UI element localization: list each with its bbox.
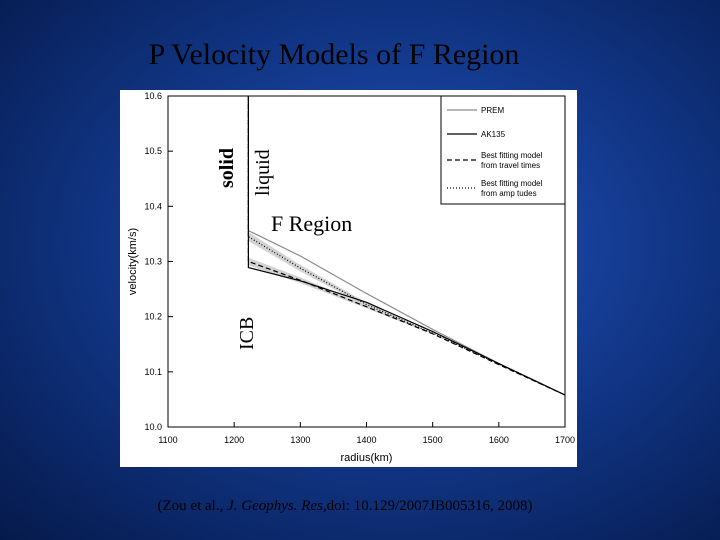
velocity-chart-svg: 1100 1200 1300 1400 1500 1600 1700 10.0 10.1 10.2… [127, 91, 575, 464]
legend-label: PREM [481, 106, 504, 115]
y-tick-label: 10.6 [144, 91, 162, 101]
legend-label: from travel times [481, 161, 540, 170]
traveltime-model-uncertainty-band [248, 257, 433, 335]
solid-label: solid [216, 147, 238, 188]
x-tick-label: 1100 [158, 435, 177, 445]
y-axis-label: velocity(km/s) [127, 228, 139, 295]
series-line-2 [247, 96, 566, 396]
series-line-3 [247, 96, 566, 396]
y-tick-label: 10.0 [144, 422, 162, 432]
x-tick-label: 1200 [224, 435, 244, 445]
x-axis-label: radius(km) [341, 452, 393, 464]
icb-label: ICB [236, 316, 258, 350]
x-tick-label: 1500 [423, 435, 443, 445]
y-tick-label: 10.4 [144, 201, 162, 211]
f-region-label: F Region [271, 211, 353, 236]
x-tick-label: 1700 [555, 435, 575, 445]
x-tick-label: 1600 [489, 435, 509, 445]
liquid-label: liquid [252, 149, 274, 196]
citation: (Zou et al., J. Geophys. Res,doi: 10.129… [0, 498, 690, 515]
slide-title: P Velocity Models of F Region [148, 38, 520, 71]
legend-label: from amp tudes [481, 189, 537, 198]
citation-journal: J. Geophys. Res [227, 498, 323, 514]
x-tick-label: 1400 [356, 435, 376, 445]
legend-label: Best fitting model [481, 179, 543, 188]
citation-prefix: (Zou et al., [157, 498, 228, 514]
x-tick-label: 1300 [290, 435, 310, 445]
y-tick-label: 10.5 [144, 146, 162, 156]
y-tick-label: 10.2 [144, 312, 162, 322]
series-line-1 [247, 96, 566, 396]
legend-box [440, 95, 566, 205]
y-tick-label: 10.1 [144, 367, 162, 377]
legend-label: Best fitting model [481, 151, 543, 160]
amplitude-model-uncertainty-band [248, 232, 433, 334]
citation-suffix: ,doi: 10.129/2007JB005316, 2008) [322, 498, 533, 514]
legend-label: AK135 [481, 130, 506, 139]
y-tick-label: 10.3 [144, 257, 162, 267]
velocity-chart: 1100 1200 1300 1400 1500 1600 1700 10.0 10.1 10.2… [120, 90, 577, 467]
